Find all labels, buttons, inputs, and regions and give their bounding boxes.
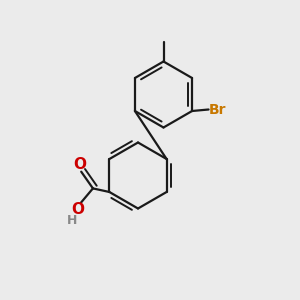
Text: O: O [71,202,84,217]
Text: Br: Br [209,103,227,116]
Text: O: O [73,157,86,172]
Text: H: H [67,214,77,226]
